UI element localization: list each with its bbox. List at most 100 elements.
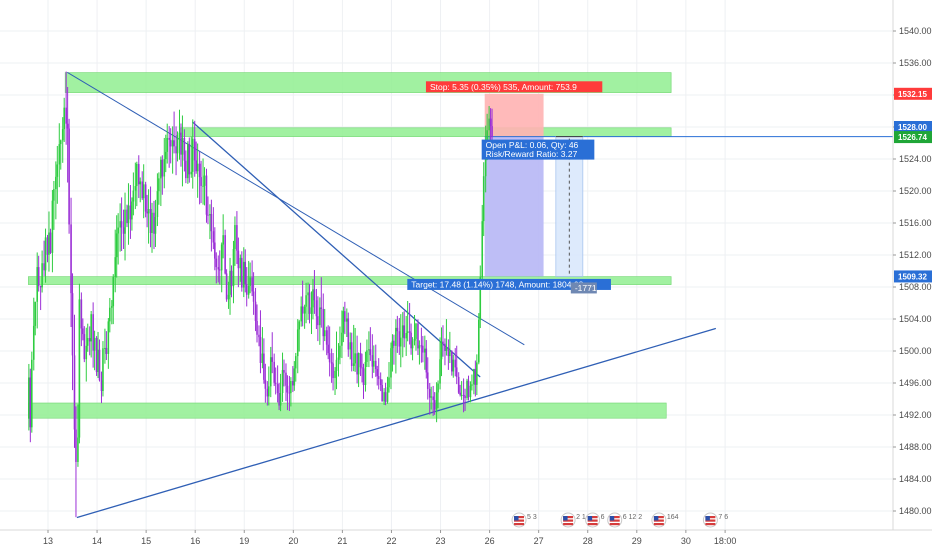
candle-body [214, 242, 216, 259]
candle-body [173, 140, 175, 147]
candle-body [129, 205, 132, 220]
event-flag-stripe [653, 523, 664, 526]
candle-body [408, 331, 411, 333]
candle-body [477, 319, 480, 363]
trendline[interactable] [67, 72, 525, 346]
candle-body [43, 263, 45, 271]
candle-body [131, 201, 133, 220]
price-badge-text: 1526.74 [898, 133, 927, 142]
candle-body [457, 376, 460, 393]
candle-body [390, 348, 392, 378]
candle-body [368, 349, 370, 351]
event-flag-icon[interactable]: 6 12 2 [607, 512, 643, 528]
event-flag-canton [705, 516, 710, 521]
rr-label-text: Risk/Reward Ratio: 3.27 [486, 149, 578, 159]
candle-body [332, 363, 334, 379]
candle-body [48, 232, 50, 255]
candle-body [344, 311, 346, 322]
x-tick-label: 26 [485, 536, 495, 546]
x-tick-label: 27 [534, 536, 544, 546]
candle-body [452, 359, 455, 372]
trendline-layer[interactable] [67, 72, 716, 519]
candle-body [107, 321, 110, 354]
event-flag-stripe [514, 523, 525, 526]
candle-body [224, 235, 226, 274]
y-tick-label: 1516.00 [899, 218, 932, 228]
candle-body [88, 338, 91, 342]
candle-body [156, 191, 159, 217]
trendline[interactable] [76, 327, 716, 519]
candle-body [73, 355, 76, 430]
event-marker-layer[interactable]: 5 3 2 1 6 6 12 2 164 7 6 [511, 512, 728, 528]
price-badge: 1532.15 [894, 87, 932, 100]
candle-body [187, 143, 189, 179]
price-badge-text: 1528.00 [898, 123, 927, 132]
candle-body [339, 345, 341, 358]
candle-body [141, 181, 144, 199]
candle-body [383, 392, 385, 402]
candle-body [474, 369, 477, 385]
candle-body [28, 377, 30, 419]
price-badge-bg [894, 270, 932, 283]
position-layer[interactable] [484, 93, 893, 277]
x-tick-label: 13 [43, 536, 53, 546]
x-tick-label: 30 [681, 536, 691, 546]
candle-body [428, 388, 431, 398]
candle-body [66, 123, 69, 129]
x-tick-label: 20 [288, 536, 298, 546]
candle-body [161, 159, 164, 177]
candle-body [51, 200, 54, 253]
event-flag-icon[interactable]: 7 6 [702, 512, 728, 528]
candle-body [298, 321, 301, 330]
event-flag-canton [514, 516, 519, 521]
trendline[interactable] [192, 121, 481, 378]
candle-body [195, 160, 197, 172]
candle-body [489, 118, 492, 127]
candle-body [237, 250, 240, 269]
candle-body [327, 344, 329, 354]
candle-body [132, 190, 135, 202]
candle-body [175, 146, 177, 154]
candle-body [384, 392, 387, 402]
candle-body [86, 338, 89, 346]
candle-body [308, 292, 311, 314]
event-flag-icon[interactable]: 6 [585, 512, 605, 528]
target-zone[interactable] [484, 136, 544, 277]
candle-body [440, 341, 443, 360]
candle-body [58, 144, 61, 165]
candle-body [320, 307, 323, 309]
event-flag-stripe [609, 523, 620, 526]
candle-body [347, 318, 350, 350]
candle-body [136, 163, 138, 187]
y-tick-label: 1512.00 [899, 250, 932, 260]
x-tick-label: 19 [239, 536, 249, 546]
x-tick-label: 29 [632, 536, 642, 546]
candle-body [41, 263, 43, 288]
candle-body [171, 140, 174, 147]
event-flag-icon[interactable]: 164 [651, 512, 679, 528]
candle-body [399, 337, 402, 347]
stop-zone[interactable] [484, 93, 544, 137]
candle-body [55, 176, 57, 190]
candle-body [191, 138, 194, 172]
candle-body [122, 227, 125, 234]
candle-body [144, 184, 147, 212]
candle-body [245, 284, 248, 295]
y-tick-label: 1508.00 [899, 282, 932, 292]
candle-body [112, 276, 115, 307]
candle-body [296, 329, 299, 357]
candle-body [127, 205, 130, 224]
candle-body [315, 300, 318, 317]
candle-body [267, 386, 270, 397]
price-badge-text: 1509.32 [898, 272, 927, 281]
candle-body [46, 237, 49, 255]
candle-body [328, 353, 331, 363]
event-flag-icon[interactable]: 2 1 [560, 512, 586, 528]
candle-body [411, 340, 414, 349]
event-flag-icon[interactable]: 5 3 [511, 512, 537, 528]
y-tick-label: 1520.00 [899, 186, 932, 196]
sr-zone [28, 402, 667, 419]
